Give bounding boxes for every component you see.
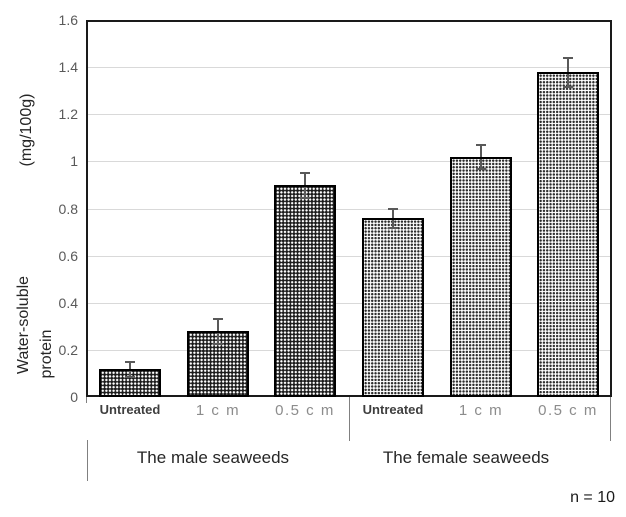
y-axis-title-line1: Water-soluble <box>15 275 32 375</box>
error-bar-cap-bottom <box>300 197 310 199</box>
error-bar-stem <box>567 58 569 72</box>
error-bar-stem <box>480 145 482 157</box>
x-category-label-male-1cm: 1 c m <box>195 402 241 419</box>
y-axis-tick-label: 0.6 <box>58 248 78 264</box>
gridline <box>88 303 610 304</box>
error-bar-cap-top <box>563 57 573 59</box>
group-label-female: The female seaweeds <box>382 448 550 467</box>
y-axis-tick-label: 1 <box>70 153 78 169</box>
gridline <box>88 209 610 210</box>
y-axis-tick-label: 0.2 <box>58 342 78 358</box>
error-bar-stem <box>217 319 219 331</box>
y-axis-tick-label: 0.4 <box>58 295 78 311</box>
error-bar-cap-bottom <box>213 343 223 345</box>
error-bar-cap-top <box>476 144 486 146</box>
x-category-label-male-0.5cm: 0.5 c m <box>275 402 335 419</box>
gridline <box>88 67 610 68</box>
error-bar-cap-bottom <box>388 227 398 229</box>
y-axis-tick-label: 1.2 <box>58 106 78 122</box>
error-bar-stem <box>129 371 131 376</box>
error-bar-stem <box>392 209 394 218</box>
y-axis-unit-label: (mg/100g) <box>18 93 35 167</box>
error-bar-stem <box>217 333 219 343</box>
error-bar-cap-bottom <box>476 168 486 170</box>
error-bar-cap-bottom <box>125 376 135 378</box>
bar-female-0.5cm <box>537 72 599 397</box>
error-bar-stem <box>392 220 394 227</box>
sample-size-note: n = 10 <box>570 489 615 506</box>
x-category-label-female-0.5cm: 0.5 c m <box>538 402 598 419</box>
gridline <box>88 350 610 351</box>
error-bar-stem <box>304 173 306 185</box>
group-label-male: The male seaweeds <box>136 448 290 467</box>
error-bar-cap-top <box>388 208 398 210</box>
error-bar-cap-bottom <box>563 86 573 88</box>
error-bar-stem <box>567 74 569 86</box>
y-axis-tick-label: 1.6 <box>58 12 78 28</box>
error-bar-stem <box>129 362 131 369</box>
y-axis-tick-label: 0 <box>70 389 78 405</box>
error-bar-cap-top <box>213 318 223 320</box>
x-category-label-male-untreated: Untreated <box>99 402 161 417</box>
y-axis-tick-label: 1.4 <box>58 59 78 75</box>
gridline <box>88 114 610 115</box>
error-bar-stem <box>304 187 306 197</box>
axis-tick-left <box>86 397 87 403</box>
group-divider-mid <box>349 397 350 441</box>
gridline <box>88 161 610 162</box>
y-axis-tick-label: 0.8 <box>58 201 78 217</box>
error-bar-stem <box>480 159 482 169</box>
group-divider-right <box>610 397 611 441</box>
x-category-label-female-1cm: 1 c m <box>458 402 504 419</box>
error-bar-cap-top <box>300 172 310 174</box>
group-divider-left <box>87 440 88 481</box>
error-bar-cap-top <box>125 361 135 363</box>
gridline <box>88 256 610 257</box>
bar-male-0.5cm <box>274 185 336 397</box>
plot-area <box>86 20 612 397</box>
x-category-label-female-untreated: Untreated <box>362 402 424 417</box>
bar-female-untreated <box>362 218 424 397</box>
bar-female-1cm <box>450 157 512 397</box>
